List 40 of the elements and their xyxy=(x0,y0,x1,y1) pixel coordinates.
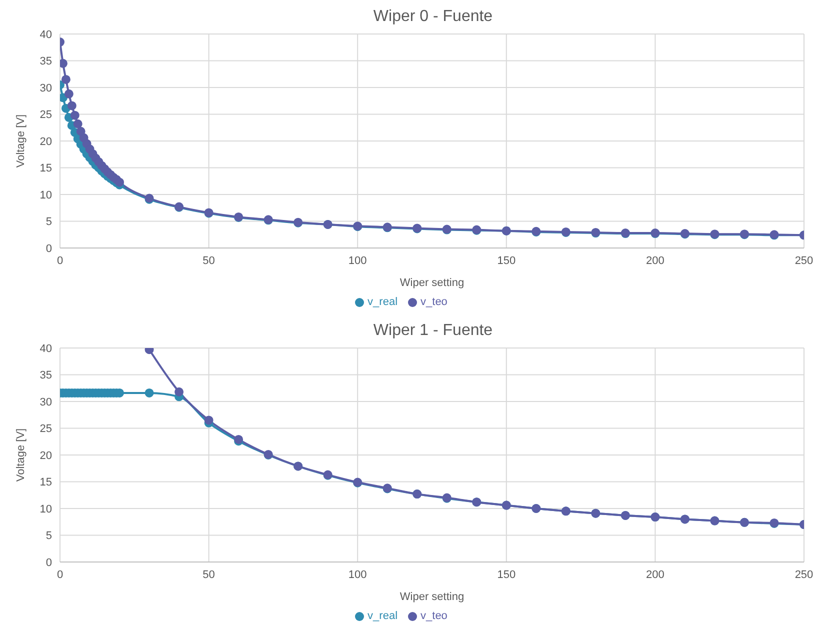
y-axis-title: Voltage [V] xyxy=(14,114,27,168)
x-tick-label: 0 xyxy=(56,568,64,581)
legend-label: v_real xyxy=(368,296,398,308)
y-tick-label: 5 xyxy=(46,530,52,542)
y-tick-label: 20 xyxy=(40,136,52,148)
legend-label: v_real xyxy=(368,610,398,622)
x-tick-label: 100 xyxy=(348,568,367,581)
chart-title: Wiper 0 - Fuente xyxy=(372,8,494,26)
y-tick-label: 35 xyxy=(40,56,52,68)
x-tick-label: 200 xyxy=(646,568,664,581)
y-tick-label: 40 xyxy=(40,28,52,41)
y-tick-label: 0 xyxy=(46,556,52,569)
y-tick-label: 10 xyxy=(40,189,52,202)
y-tick-label: 35 xyxy=(40,370,52,382)
x-tick-label: 150 xyxy=(497,568,516,581)
y-axis-title: Voltage [V] xyxy=(14,428,27,482)
legend-label: v_teo xyxy=(420,610,448,622)
y-tick-label: 15 xyxy=(40,476,52,489)
y-tick-label: 5 xyxy=(46,216,52,228)
y-tick-label: 20 xyxy=(40,450,52,462)
x-tick-label: 250 xyxy=(794,254,814,267)
x-tick-label: 150 xyxy=(497,254,516,267)
x-axis-title: Wiper setting xyxy=(400,277,464,289)
y-tick-label: 40 xyxy=(40,342,52,355)
x-tick-label: 250 xyxy=(794,568,814,581)
y-tick-label: 25 xyxy=(40,423,52,436)
x-tick-label: 100 xyxy=(348,254,367,267)
y-tick-label: 30 xyxy=(40,82,52,94)
x-tick-label: 0 xyxy=(56,254,64,267)
y-tick-label: 25 xyxy=(40,109,52,122)
y-tick-label: 0 xyxy=(46,242,52,255)
y-tick-label: 15 xyxy=(40,162,52,175)
legend-label: v_teo xyxy=(420,296,448,308)
y-tick-label: 10 xyxy=(40,503,52,516)
chart-title: Wiper 1 - Fuente xyxy=(372,322,494,340)
x-tick-label: 200 xyxy=(646,254,664,267)
x-axis-title: Wiper setting xyxy=(400,591,464,603)
y-tick-label: 30 xyxy=(40,396,52,408)
x-tick-label: 50 xyxy=(202,254,215,267)
x-tick-label: 50 xyxy=(202,568,215,581)
